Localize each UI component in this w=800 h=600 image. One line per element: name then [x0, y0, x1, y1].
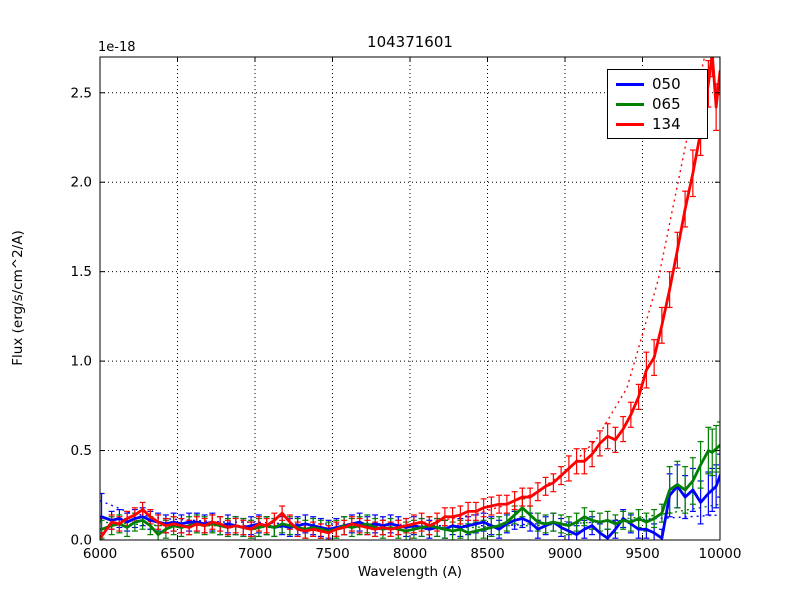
- y-tick-label: 2.5: [71, 85, 92, 101]
- series-line-134: [100, 57, 720, 538]
- legend-item-134: 134: [616, 114, 701, 134]
- legend-label: 065: [652, 95, 681, 113]
- legend: 050 065 134: [607, 69, 708, 139]
- x-tick-label: 7000: [238, 546, 272, 562]
- x-tick-label: 6500: [160, 546, 194, 562]
- legend-label: 050: [652, 75, 681, 93]
- legend-line-sample-green: [616, 102, 644, 106]
- legend-item-065: 065: [616, 94, 701, 114]
- x-axis-label: Wavelength (A): [357, 564, 463, 580]
- legend-label: 134: [652, 115, 681, 133]
- y-tick-label: 2.0: [71, 175, 92, 191]
- data-layer: [100, 57, 720, 540]
- y-axis-offset-label: 1e-18: [98, 40, 136, 55]
- y-axis-label: Flux (erg/s/cm^2/A): [10, 230, 26, 366]
- legend-line-sample-blue: [616, 82, 644, 86]
- x-tick-label: 7500: [315, 546, 349, 562]
- x-tick-label: 8000: [393, 546, 427, 562]
- y-tick-label: 1.5: [71, 264, 92, 280]
- y-tick-label: 1.0: [71, 354, 92, 370]
- legend-item-050: 050: [616, 74, 701, 94]
- legend-line-sample-red: [616, 122, 644, 126]
- y-tick-label: 0.5: [71, 443, 92, 459]
- x-tick-label: 8500: [470, 546, 504, 562]
- x-tick-label: 9000: [548, 546, 582, 562]
- x-tick-label: 6000: [83, 546, 117, 562]
- y-tick-label: 0.0: [71, 533, 92, 549]
- x-tick-label: 9500: [625, 546, 659, 562]
- chart-title: 104371601: [367, 33, 453, 51]
- x-tick-label: 10000: [699, 546, 742, 562]
